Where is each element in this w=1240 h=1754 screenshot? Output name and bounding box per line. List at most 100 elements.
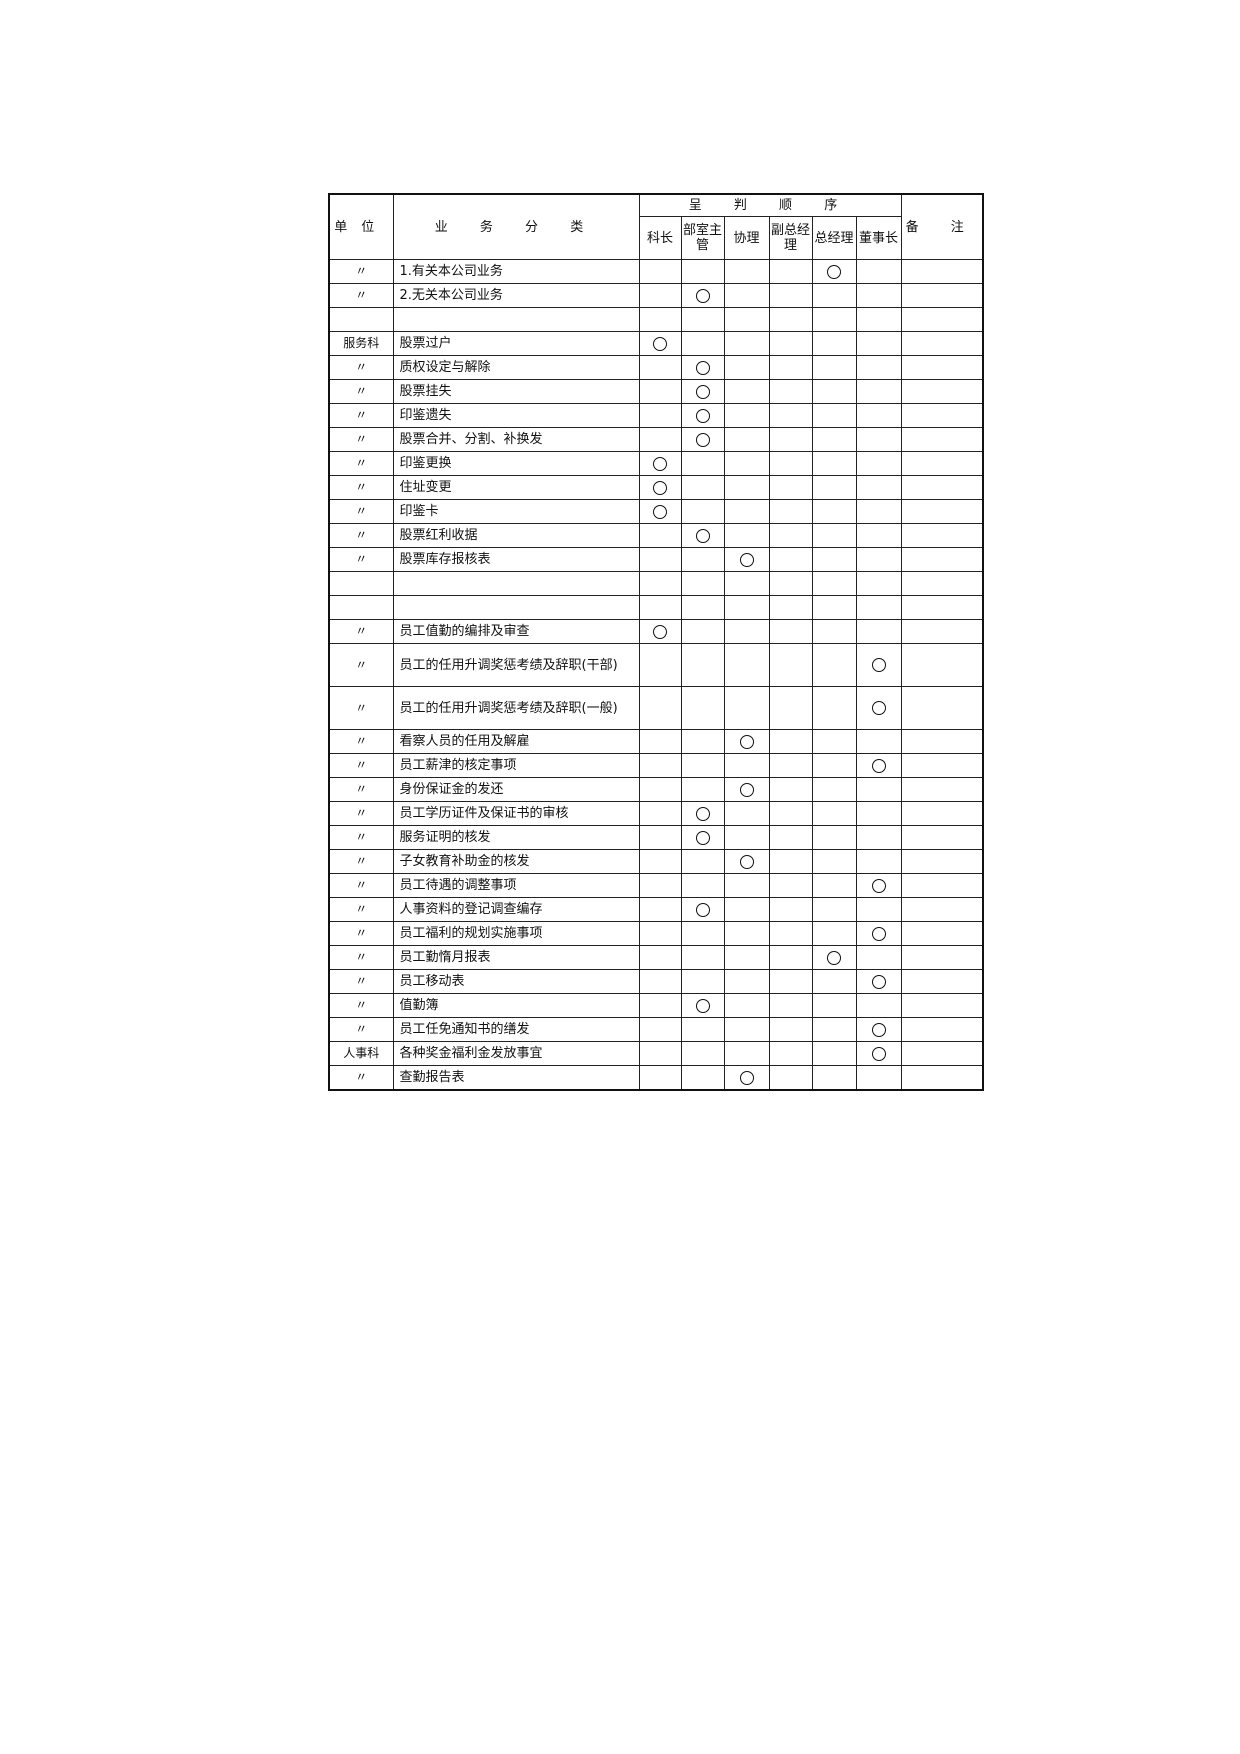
role-cell <box>723 945 770 970</box>
circle-mark-icon <box>695 288 710 303</box>
header-order-group: 呈 判 顺 序 <box>638 193 902 217</box>
role-cell <box>768 595 813 620</box>
remarks-cell <box>900 753 984 778</box>
role-cell <box>855 475 902 500</box>
circle-mark-icon <box>695 830 710 845</box>
role-cell <box>768 1041 813 1066</box>
role-cell <box>768 427 813 452</box>
role-cell <box>723 499 770 524</box>
category-cell: 股票挂失 <box>392 379 640 404</box>
unit-cell: 〃 <box>328 1017 394 1042</box>
role-cell <box>811 849 857 874</box>
role-cell <box>680 945 725 970</box>
role-cell <box>638 873 682 898</box>
role-cell <box>811 307 857 332</box>
role-cell <box>723 403 770 428</box>
role-cell <box>768 547 813 572</box>
role-cell <box>855 547 902 572</box>
category-cell <box>392 307 640 332</box>
remarks-cell <box>900 571 984 596</box>
circle-mark-icon <box>695 998 710 1013</box>
role-cell <box>855 355 902 380</box>
unit-cell <box>328 307 394 332</box>
role-cell <box>638 571 682 596</box>
unit-cell: 〃 <box>328 523 394 548</box>
role-cell <box>680 969 725 994</box>
role-cell <box>680 1065 725 1091</box>
unit-cell: 〃 <box>328 849 394 874</box>
role-cell <box>638 331 682 356</box>
remarks-cell <box>900 849 984 874</box>
category-cell: 股票库存报核表 <box>392 547 640 572</box>
unit-cell: 〃 <box>328 945 394 970</box>
circle-mark-icon <box>871 701 886 715</box>
unit-cell <box>328 571 394 596</box>
unit-cell: 〃 <box>328 619 394 644</box>
header-role: 董事长 <box>855 216 902 260</box>
table-row: 〃员工移动表 <box>328 969 984 994</box>
role-cell <box>855 331 902 356</box>
role-cell <box>811 873 857 898</box>
table-row: 〃股票挂失 <box>328 379 984 404</box>
table-row <box>328 307 984 332</box>
role-cell <box>680 499 725 524</box>
role-cell <box>680 897 725 922</box>
role-cell <box>855 753 902 778</box>
role-cell <box>680 523 725 548</box>
role-cell <box>638 1065 682 1091</box>
table-row: 〃印鉴更换 <box>328 451 984 476</box>
role-cell <box>680 686 725 730</box>
header-unit: 单位 <box>328 193 394 260</box>
role-cell <box>768 729 813 754</box>
role-cell <box>855 897 902 922</box>
remarks-cell <box>900 595 984 620</box>
role-cell <box>680 1041 725 1066</box>
role-cell <box>638 427 682 452</box>
circle-mark-icon <box>695 528 710 543</box>
role-cell <box>855 969 902 994</box>
role-cell <box>680 475 725 500</box>
role-cell <box>855 729 902 754</box>
category-cell: 1.有关本公司业务 <box>392 259 640 284</box>
table-row: 〃员工的任用升调奖惩考绩及辞职(干部) <box>328 643 984 687</box>
category-cell <box>392 571 640 596</box>
role-cell <box>723 993 770 1018</box>
role-cell <box>855 643 902 687</box>
unit-cell: 〃 <box>328 729 394 754</box>
role-cell <box>680 547 725 572</box>
circle-mark-icon <box>695 360 710 375</box>
role-cell <box>811 619 857 644</box>
role-cell <box>638 595 682 620</box>
category-cell: 股票合并、分割、补换发 <box>392 427 640 452</box>
remarks-cell <box>900 499 984 524</box>
table-row: 人事科 各种奖金福利金发放事宜 <box>328 1041 984 1066</box>
role-cell <box>680 753 725 778</box>
role-cell <box>723 849 770 874</box>
role-cell <box>768 801 813 826</box>
role-cell <box>768 499 813 524</box>
unit-cell: 〃 <box>328 801 394 826</box>
unit-cell: 〃 <box>328 643 394 687</box>
role-cell <box>680 451 725 476</box>
unit-cell: 人事科 <box>328 1041 394 1066</box>
role-cell <box>855 849 902 874</box>
role-cell <box>855 571 902 596</box>
remarks-cell <box>900 777 984 802</box>
category-cell: 员工的任用升调奖惩考绩及辞职(干部) <box>392 643 640 687</box>
role-cell <box>723 547 770 572</box>
role-cell <box>768 1017 813 1042</box>
category-cell: 子女教育补助金的核发 <box>392 849 640 874</box>
role-cell <box>768 451 813 476</box>
remarks-cell <box>900 403 984 428</box>
unit-cell: 〃 <box>328 259 394 284</box>
role-cell <box>723 307 770 332</box>
unit-cell: 〃 <box>328 825 394 850</box>
role-cell <box>768 379 813 404</box>
role-cell <box>768 1065 813 1091</box>
unit-cell: 〃 <box>328 777 394 802</box>
role-cell <box>855 801 902 826</box>
category-cell: 2.无关本公司业务 <box>392 283 640 308</box>
role-cell <box>723 355 770 380</box>
remarks-cell <box>900 873 984 898</box>
table-row: 〃看察人员的任用及解雇 <box>328 729 984 754</box>
